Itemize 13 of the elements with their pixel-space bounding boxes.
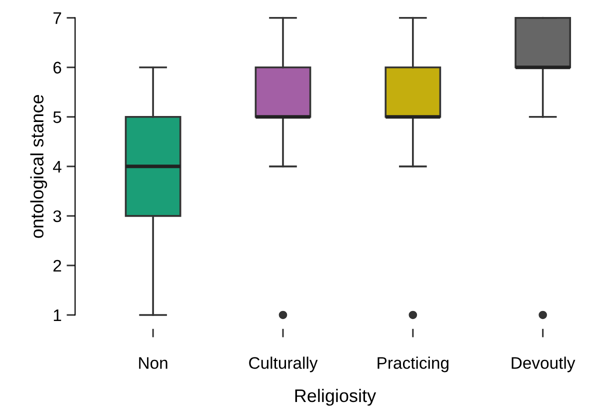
y-tick-label: 2 xyxy=(53,260,62,272)
x-tick-label: Culturally xyxy=(249,356,318,372)
y-tick-label: 5 xyxy=(53,111,62,124)
y-tick-label: 4 xyxy=(53,160,62,172)
y-axis-title: ontological stance xyxy=(30,94,48,238)
x-axis-title: Religiosity xyxy=(295,388,376,406)
x-tick-label: Practicing xyxy=(378,356,448,372)
y-tick-label: 6 xyxy=(53,62,62,74)
x-tick-label: Non xyxy=(139,357,168,369)
y-tick-label: 7 xyxy=(53,12,62,24)
y-tick-label: 3 xyxy=(53,210,62,222)
y-tick-label: 1 xyxy=(54,310,62,322)
x-tick-label: Devoutly xyxy=(512,356,576,372)
